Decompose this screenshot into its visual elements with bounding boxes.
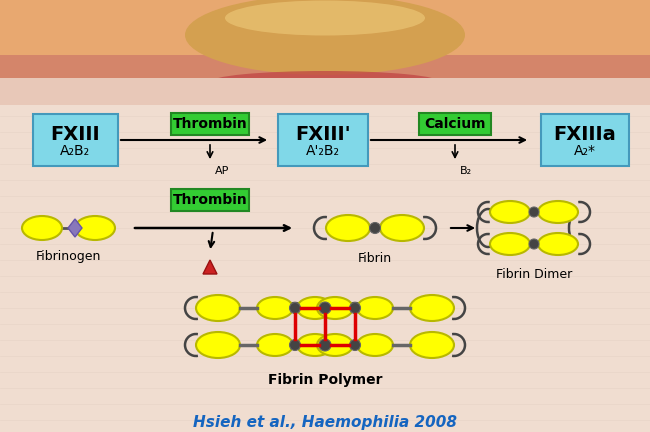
Polygon shape [203,260,217,274]
Ellipse shape [75,216,115,240]
Text: Thrombin: Thrombin [173,117,248,131]
Ellipse shape [225,0,425,35]
FancyBboxPatch shape [541,114,629,166]
Text: Fibrin Dimer: Fibrin Dimer [496,268,572,281]
Text: FXIII: FXIII [50,126,100,144]
Ellipse shape [410,295,454,321]
Ellipse shape [196,295,240,321]
FancyBboxPatch shape [32,114,118,166]
FancyBboxPatch shape [171,113,249,135]
Circle shape [319,339,331,351]
Text: Fibrin Polymer: Fibrin Polymer [268,373,382,387]
Ellipse shape [317,297,353,319]
Circle shape [319,302,331,314]
Ellipse shape [357,334,393,356]
Text: FXIIIa: FXIIIa [554,126,616,144]
Text: Fibrin: Fibrin [358,252,392,265]
Polygon shape [0,0,650,88]
Ellipse shape [257,297,293,319]
Polygon shape [0,0,650,55]
Text: FXIII': FXIII' [295,126,351,144]
Circle shape [289,302,300,314]
Ellipse shape [490,201,530,223]
Ellipse shape [538,201,578,223]
Text: AP: AP [215,166,229,176]
Ellipse shape [210,71,440,93]
Ellipse shape [317,334,353,356]
FancyBboxPatch shape [171,189,249,211]
Text: Fibrinogen: Fibrinogen [35,250,101,263]
Ellipse shape [185,0,465,75]
Text: Hsieh et al., Haemophilia 2008: Hsieh et al., Haemophilia 2008 [193,414,457,429]
Ellipse shape [257,334,293,356]
Ellipse shape [410,332,454,358]
Ellipse shape [326,215,370,241]
Circle shape [350,340,361,350]
Text: Thrombin: Thrombin [173,193,248,207]
Ellipse shape [357,297,393,319]
Polygon shape [130,78,520,88]
FancyBboxPatch shape [419,113,491,135]
Circle shape [529,239,539,249]
Text: Calcium: Calcium [424,117,486,131]
Ellipse shape [22,216,62,240]
Ellipse shape [538,233,578,255]
Circle shape [289,340,300,350]
Text: A'₂B₂: A'₂B₂ [306,144,340,158]
Ellipse shape [196,332,240,358]
FancyBboxPatch shape [278,114,368,166]
Text: A₂B₂: A₂B₂ [60,144,90,158]
Circle shape [369,222,380,234]
Ellipse shape [297,334,333,356]
Polygon shape [68,219,82,237]
Ellipse shape [297,297,333,319]
Circle shape [529,207,539,217]
Text: B₂: B₂ [460,166,472,176]
Circle shape [350,302,361,314]
Text: A₂*: A₂* [574,144,596,158]
Polygon shape [0,78,650,105]
Ellipse shape [490,233,530,255]
Ellipse shape [380,215,424,241]
